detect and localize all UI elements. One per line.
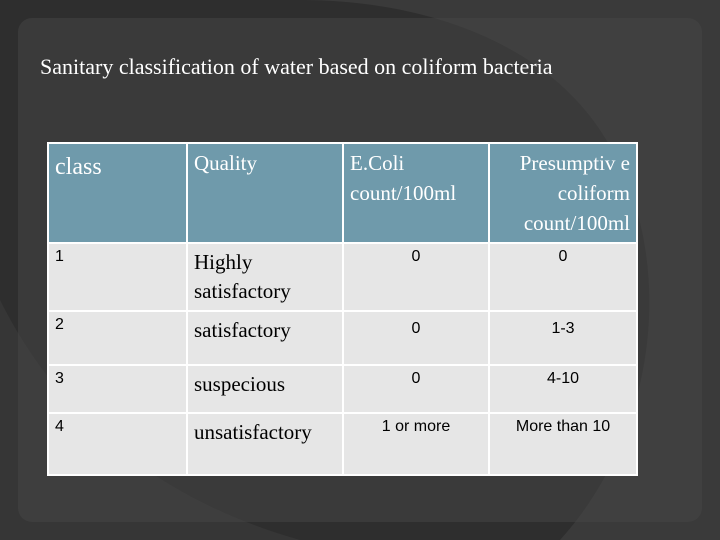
row: 4 unsatisfactory 1 or more More than 10 xyxy=(47,412,638,476)
cell: 3 xyxy=(47,364,188,414)
header-cell: Quality xyxy=(186,142,344,244)
header-cell: class xyxy=(47,142,188,244)
table: class Quality E.Coli count/100ml Presump… xyxy=(47,142,638,476)
cell: 4-10 xyxy=(488,364,638,414)
cell: unsatisfactory xyxy=(186,412,344,476)
cell: suspecious xyxy=(186,364,344,414)
row: 2 satisfactory 0 1-3 xyxy=(47,310,638,366)
cell: 2 xyxy=(47,310,188,366)
title: Sanitary classification of water based o… xyxy=(40,54,553,79)
cell: 1-3 xyxy=(488,310,638,366)
cell: 0 xyxy=(342,242,490,312)
header-row: class Quality E.Coli count/100ml Presump… xyxy=(47,142,638,244)
cell: 4 xyxy=(47,412,188,476)
header-cell: E.Coli count/100ml xyxy=(342,142,490,244)
cell: Highly satisfactory xyxy=(186,242,344,312)
cell: 1 or more xyxy=(342,412,490,476)
cell: 0 xyxy=(488,242,638,312)
cell: 0 xyxy=(342,310,490,366)
cell: 1 xyxy=(47,242,188,312)
row: 3 suspecious 0 4-10 xyxy=(47,364,638,414)
cell: More than 10 xyxy=(488,412,638,476)
cell: satisfactory xyxy=(186,310,344,366)
cell: 0 xyxy=(342,364,490,414)
header-cell: Presumptiv e coliform count/100ml xyxy=(488,142,638,244)
row: 1 Highly satisfactory 0 0 xyxy=(47,242,638,312)
